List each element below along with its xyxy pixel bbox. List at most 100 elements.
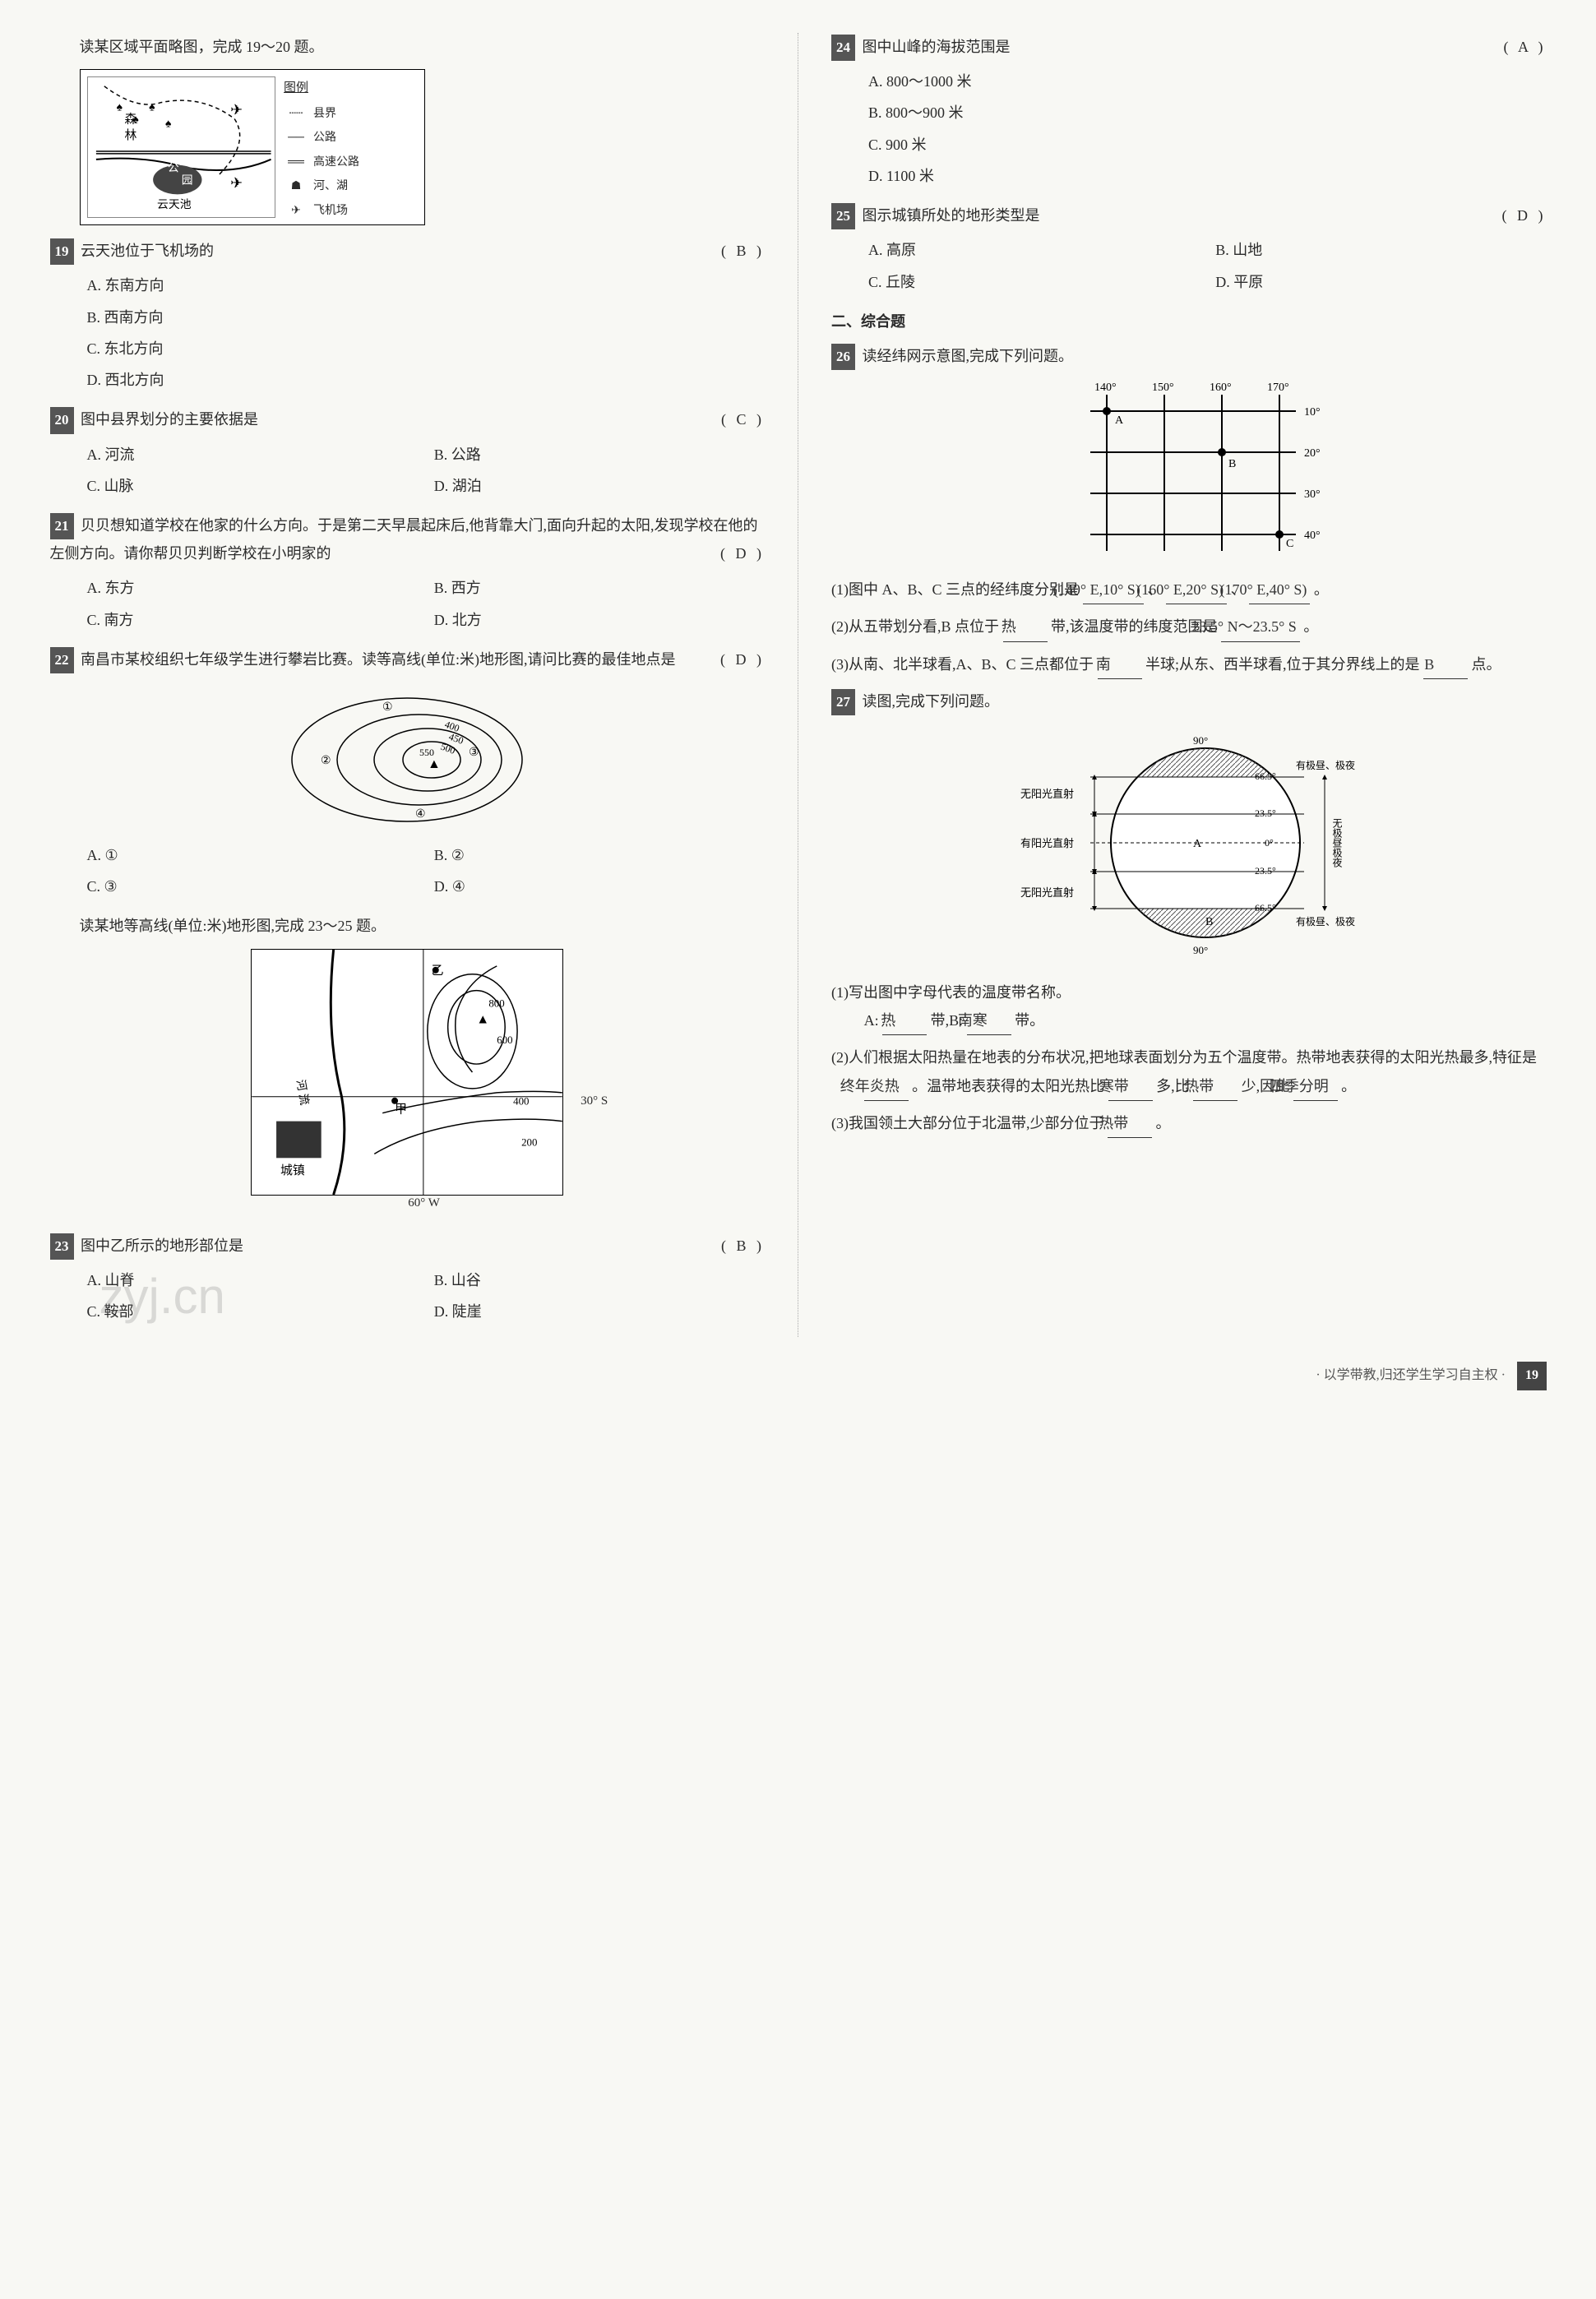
svg-text:无极昼极夜: 无极昼极夜 <box>1331 818 1343 868</box>
svg-text:66.5°: 66.5° <box>1255 902 1276 914</box>
question-number: 23 <box>50 1233 74 1260</box>
svg-text:150°: 150° <box>1152 382 1174 394</box>
question-number: 26 <box>831 344 855 370</box>
option: A. 东南方向 <box>87 271 766 299</box>
fill-blank: (170° E,40° S) <box>1249 576 1310 604</box>
svg-text:♠: ♠ <box>132 113 138 126</box>
svg-text:有极昼、极夜: 有极昼、极夜 <box>1296 915 1355 927</box>
option: B. ② <box>434 841 765 869</box>
svg-text:♠: ♠ <box>116 101 122 113</box>
fill-blank: 四季分明 <box>1293 1072 1338 1101</box>
legend-item: ✈飞机场 <box>284 201 418 223</box>
regional-map: 森 林 ♠♠ ♠♠ 公 园 云天池 ✈ ✈ 图例 ┄┄县界 ──公路 ══高速公… <box>80 69 425 225</box>
svg-text:800: 800 <box>489 997 505 1009</box>
contour-map-2: 城镇 乙 甲 ▲ 800 600 400 200 河 流 30° S 60° W <box>251 949 563 1196</box>
svg-text:A: A <box>1193 838 1202 850</box>
svg-text:600: 600 <box>497 1034 513 1046</box>
options-24: A. 800～1000 米 B. 800～900 米 C. 900 米 D. 1… <box>831 67 1547 190</box>
question-21: 21 贝贝想知道学校在他家的什么方向。于是第二天早晨起床后,他背靠大门,面向升起… <box>50 511 766 567</box>
question-stem: 图中县界划分的主要依据是 <box>81 411 258 428</box>
svg-text:20°: 20° <box>1304 447 1321 460</box>
option: C. 丘陵 <box>868 268 1199 296</box>
option: B. 西方 <box>434 574 765 602</box>
question-number: 19 <box>50 238 74 265</box>
options-23: A. 山脊 B. 山谷 C. 鞍部 D. 陡崖 zyj.cn <box>50 1266 766 1325</box>
option: A. 800～1000 米 <box>868 67 1547 95</box>
svg-text:66.5°: 66.5° <box>1255 770 1276 782</box>
page-number: 19 <box>1517 1362 1547 1390</box>
legend-item: ┄┄县界 <box>284 104 418 126</box>
option: B. 公路 <box>434 441 765 469</box>
question-19: 19 云天池位于飞机场的 ( B ) <box>50 237 766 265</box>
question-number: 25 <box>831 203 855 229</box>
svg-text:城镇: 城镇 <box>280 1163 305 1177</box>
option: D. 湖泊 <box>434 472 765 500</box>
svg-text:90°: 90° <box>1193 734 1208 747</box>
intro-text-2: 读某地等高线(单位:米)地形图,完成 23～25 题。 <box>50 912 766 940</box>
question-stem: 贝贝想知道学校在他家的什么方向。于是第二天早晨起床后,他背靠大门,面向升起的太阳… <box>50 517 758 562</box>
svg-text:30°: 30° <box>1304 488 1321 501</box>
svg-text:园: 园 <box>181 174 192 187</box>
option: B. 800～900 米 <box>868 99 1547 127</box>
svg-text:▲: ▲ <box>428 757 441 771</box>
fill-blank: 热带 <box>1108 1109 1152 1138</box>
question-stem: 南昌市某校组织七年级学生进行攀岩比赛。读等高线(单位:米)地形图,请问比赛的最佳… <box>81 651 676 668</box>
svg-text:④: ④ <box>415 808 426 821</box>
lat-lon-grid: 140° 150° 160° 170° 10° 20° 30° 40° A B … <box>1049 378 1329 559</box>
question-stem: 云天池位于飞机场的 <box>81 243 214 259</box>
contour-map-1: ① ② ③ ④ ▲ 400 450 500 550 <box>275 682 539 830</box>
svg-text:90°: 90° <box>1193 944 1208 956</box>
svg-text:有极昼、极夜: 有极昼、极夜 <box>1296 759 1355 771</box>
sub-question-27-1: (1)写出图中字母代表的温度带名称。 A: 热 带,B: 南寒 带。 <box>831 978 1547 1035</box>
option: A. 山脊 <box>87 1266 418 1294</box>
option: D. 北方 <box>434 606 765 634</box>
answer-blank: ( D ) <box>720 539 765 567</box>
svg-text:B: B <box>1205 916 1213 928</box>
question-24: 24 图中山峰的海拔范围是 ( A ) <box>831 33 1547 61</box>
option: C. 鞍部 <box>87 1298 418 1325</box>
options-21: A. 东方 B. 西方 C. 南方 D. 北方 <box>50 574 766 633</box>
fill-blank: (140° E,10° S) <box>1083 576 1144 604</box>
answer-blank: ( C ) <box>721 405 765 433</box>
answer-blank: ( A ) <box>1503 33 1546 61</box>
svg-text:550: 550 <box>419 747 434 758</box>
option: C. 山脉 <box>87 472 418 500</box>
options-22: A. ① B. ② C. ③ D. ④ · 以学带教,归还学生学习自主权 · <box>50 841 766 900</box>
question-number: 21 <box>50 513 74 539</box>
option: B. 山地 <box>1215 236 1546 264</box>
svg-text:23.5°: 23.5° <box>1255 807 1276 819</box>
svg-text:170°: 170° <box>1267 382 1289 394</box>
svg-text:河 流: 河 流 <box>294 1078 311 1106</box>
legend-item: ☗河、湖 <box>284 176 418 198</box>
watermark: zyj.cn <box>99 1250 225 1344</box>
option: B. 西南方向 <box>87 303 766 331</box>
fill-blank: 终年炎热 <box>864 1072 909 1101</box>
svg-text:40°: 40° <box>1304 530 1321 542</box>
option: D. 平原 <box>1215 268 1546 296</box>
section-heading: 二、综合题 <box>831 308 1547 335</box>
sub-question-26-2: (2)从五带划分看,B 点位于 热 带,该温度带的纬度范围是 23.5° N～2… <box>831 613 1547 641</box>
fill-blank: 寒带 <box>1108 1072 1153 1101</box>
question-number: 27 <box>831 689 855 715</box>
svg-text:A: A <box>1115 414 1124 427</box>
right-column: 24 图中山峰的海拔范围是 ( A ) A. 800～1000 米 B. 800… <box>831 33 1547 1337</box>
sub-question-26-3: (3)从南、北半球看,A、B、C 三点都位于 南 半球;从东、西半球看,位于其分… <box>831 650 1547 679</box>
svg-text:♠: ♠ <box>149 101 155 113</box>
sub-question-27-3: (3)我国领土大部分位于北温带,少部分位于 热带 。 <box>831 1109 1547 1138</box>
temperature-zone-diagram: 90° 90° 66.5° 23.5° 0° 23.5° 66.5° A B 无… <box>1008 724 1370 962</box>
page-footer: · 以学带教,归还学生学习自主权 · 19 <box>49 1362 1547 1390</box>
option: A. 河流 <box>87 441 418 469</box>
question-number: 22 <box>50 647 74 673</box>
option: D. ④ <box>434 872 765 900</box>
option: D. 西北方向 <box>87 366 766 394</box>
answer-blank: ( B ) <box>721 1232 765 1260</box>
svg-text:无阳光直射: 无阳光直射 <box>1020 788 1074 800</box>
option: C. 南方 <box>87 606 418 634</box>
svg-text:B: B <box>1228 458 1236 470</box>
intro-text-1: 读某区域平面略图，完成 19～20 题。 <box>50 33 766 61</box>
option: B. 山谷 <box>434 1266 765 1294</box>
option: A. ① <box>87 841 418 869</box>
svg-text:200: 200 <box>521 1136 537 1148</box>
options-20: A. 河流 B. 公路 C. 山脉 D. 湖泊 <box>50 441 766 500</box>
svg-text:林: 林 <box>124 128 136 142</box>
